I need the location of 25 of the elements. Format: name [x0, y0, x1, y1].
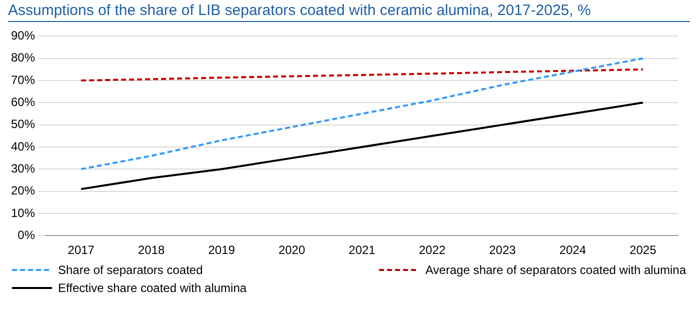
y-tick-label: 50%	[10, 117, 36, 132]
x-tick-label: 2022	[418, 243, 446, 258]
x-tick-label: 2020	[278, 243, 306, 258]
x-tick-label: 2025	[630, 243, 657, 258]
y-tick-label: 70%	[10, 72, 36, 87]
y-tick-label: 40%	[10, 139, 36, 154]
y-tick-label: 30%	[10, 161, 36, 176]
x-tick-label: 2019	[208, 243, 236, 258]
y-tick-label: 80%	[10, 50, 36, 65]
line-series	[80, 68, 644, 82]
y-tick-label: 20%	[10, 184, 36, 198]
chart-title: Assumptions of the share of LIB separators coated with ceramic alumina, 2017-2025, %	[8, 2, 592, 19]
legend-label: Effective share coated with alumina	[58, 281, 247, 295]
x-tick-label: 2023	[489, 243, 516, 258]
x-tick-label: 2018	[138, 243, 166, 258]
legend-label: Average share of separators coated with alumina	[425, 263, 686, 277]
y-tick-label: 10%	[10, 206, 36, 220]
y-tick-label: 90%	[10, 28, 36, 43]
legend-label: Share of separators coated	[58, 263, 203, 277]
y-tick-label: 0%	[18, 228, 36, 242]
x-tick-label: 2024	[559, 243, 586, 258]
line-series	[80, 57, 644, 170]
x-tick-label: 2017	[68, 243, 95, 258]
x-tick-label: 2021	[348, 243, 376, 258]
y-tick-label: 60%	[10, 94, 36, 109]
